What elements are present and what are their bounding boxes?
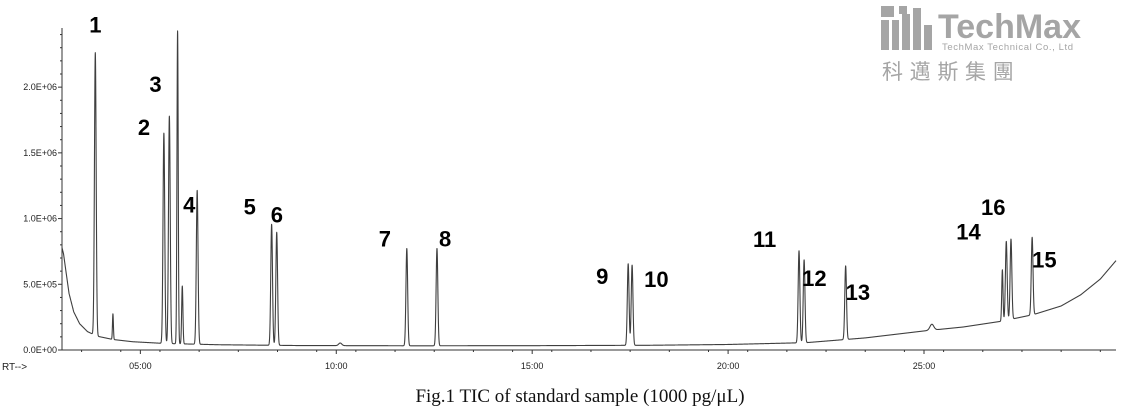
peak-label: 3 [149,72,161,97]
logo-chinese: 科 邁 斯 集 團 [882,60,1014,84]
peak-label: 8 [439,227,451,252]
axes [61,28,1116,351]
y-tick-label: 2.0E+06 [23,82,57,92]
logo-subtitle: TechMax Technical Co., Ltd [942,42,1074,53]
peak-label: 11 [753,227,776,252]
peak-label: 15 [1032,247,1056,272]
peak-label: 2 [138,115,150,140]
x-tick-label: 05:00 [129,361,152,371]
x-ticks: 05:00 10:00 15:00 20:00 25:00 [81,350,1101,371]
techmax-logo: TechMax TechMax Technical Co., Ltd 科 邁 斯… [881,6,1081,84]
y-tick-label: 1.5E+06 [23,148,57,158]
logo-name: TechMax [938,8,1081,46]
x-axis-label: RT--> [2,362,27,373]
y-tick-label: 1.0E+06 [23,214,57,224]
peak-label: 16 [981,195,1005,220]
x-tick-label: 20:00 [717,361,740,371]
y-tick-label: 0.0E+00 [23,345,57,355]
x-tick-label: 15:00 [521,361,544,371]
peak-label: 4 [183,192,196,217]
peak-label: 1 [89,13,101,38]
x-tick-label: 10:00 [325,361,348,371]
y-tick-label: 5.0E+05 [23,279,57,289]
peak-label: 10 [644,267,668,292]
peak-label: 9 [596,264,608,289]
logo-bars-icon [881,6,932,50]
peak-label: 5 [244,194,256,219]
peak-label: 7 [379,227,391,252]
peak-label: 12 [802,266,826,291]
peak-label: 6 [271,202,283,227]
x-tick-label: 25:00 [913,361,936,371]
tic-trace [61,30,1117,347]
peak-label: 13 [846,280,870,305]
y-ticks: 0.0E+00 5.0E+05 1.0E+06 1.5E+06 2.0E+06 [23,34,62,355]
figure-caption: Fig.1 TIC of standard sample (1000 pg/μL… [415,386,744,407]
peak-label: 14 [956,219,981,244]
